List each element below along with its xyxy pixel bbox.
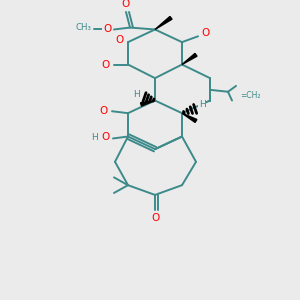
- Polygon shape: [155, 16, 172, 29]
- Polygon shape: [182, 53, 197, 64]
- Text: O: O: [151, 213, 159, 223]
- Text: O: O: [103, 23, 111, 34]
- Text: H: H: [199, 100, 206, 109]
- Polygon shape: [140, 100, 155, 106]
- Text: H: H: [134, 90, 140, 99]
- Text: CH₃: CH₃: [75, 23, 91, 32]
- Text: O: O: [102, 59, 110, 70]
- Text: O: O: [100, 106, 108, 116]
- Text: H: H: [92, 133, 98, 142]
- Text: O: O: [122, 0, 130, 9]
- Text: O: O: [115, 35, 123, 45]
- Text: =CH₂: =CH₂: [240, 91, 260, 100]
- Text: O: O: [202, 28, 210, 38]
- Text: O: O: [101, 133, 109, 142]
- Polygon shape: [182, 113, 197, 122]
